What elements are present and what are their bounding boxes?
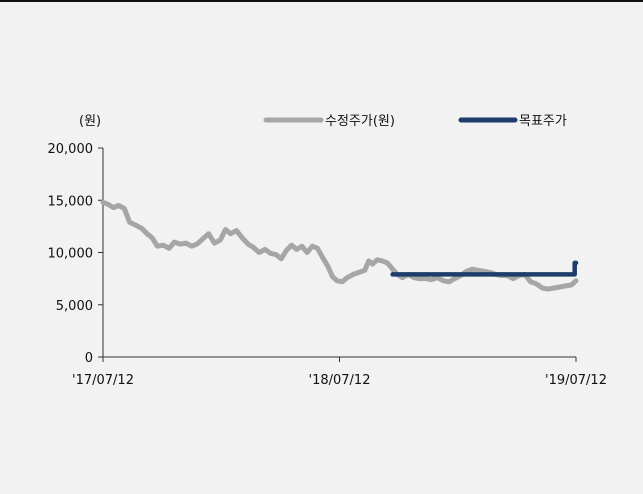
stock-price-chart: (원) 수정주가(원) 목표주가 0 5,000 10,000 15,000 20,00… bbox=[48, 114, 607, 388]
legend-label-target-price: 목표주가 bbox=[519, 114, 567, 129]
legend-label-adjusted-price: 수정주가(원) bbox=[325, 114, 395, 129]
x-axis: '17/07/12 '18/07/12 '19/07/12 bbox=[72, 356, 607, 388]
y-unit-label: (원) bbox=[79, 114, 101, 129]
x-axis-ticks: '17/07/12 '18/07/12 '19/07/12 bbox=[72, 357, 607, 388]
series-line-target-price bbox=[390, 260, 579, 277]
chart-panel: (원) 수정주가(원) 목표주가 0 5,000 10,000 15,000 20,00… bbox=[14, 2, 643, 490]
x-tick-label: '19/07/12 bbox=[545, 373, 607, 388]
y-axis-ticks: 0 5,000 10,000 15,000 20,000 bbox=[48, 142, 103, 366]
y-tick-label: 20,000 bbox=[48, 142, 94, 157]
y-axis: 0 5,000 10,000 15,000 20,000 bbox=[48, 142, 104, 366]
x-tick-label: '18/07/12 bbox=[309, 373, 371, 388]
y-tick-label: 5,000 bbox=[56, 299, 93, 314]
top-rule bbox=[0, 0, 643, 2]
legend: 수정주가(원) 목표주가 bbox=[263, 114, 567, 129]
y-tick-label: 10,000 bbox=[48, 247, 94, 262]
y-tick-label: 0 bbox=[85, 351, 93, 366]
y-tick-label: 15,000 bbox=[48, 194, 94, 209]
series-layer bbox=[100, 199, 579, 292]
x-tick-label: '17/07/12 bbox=[72, 373, 134, 388]
